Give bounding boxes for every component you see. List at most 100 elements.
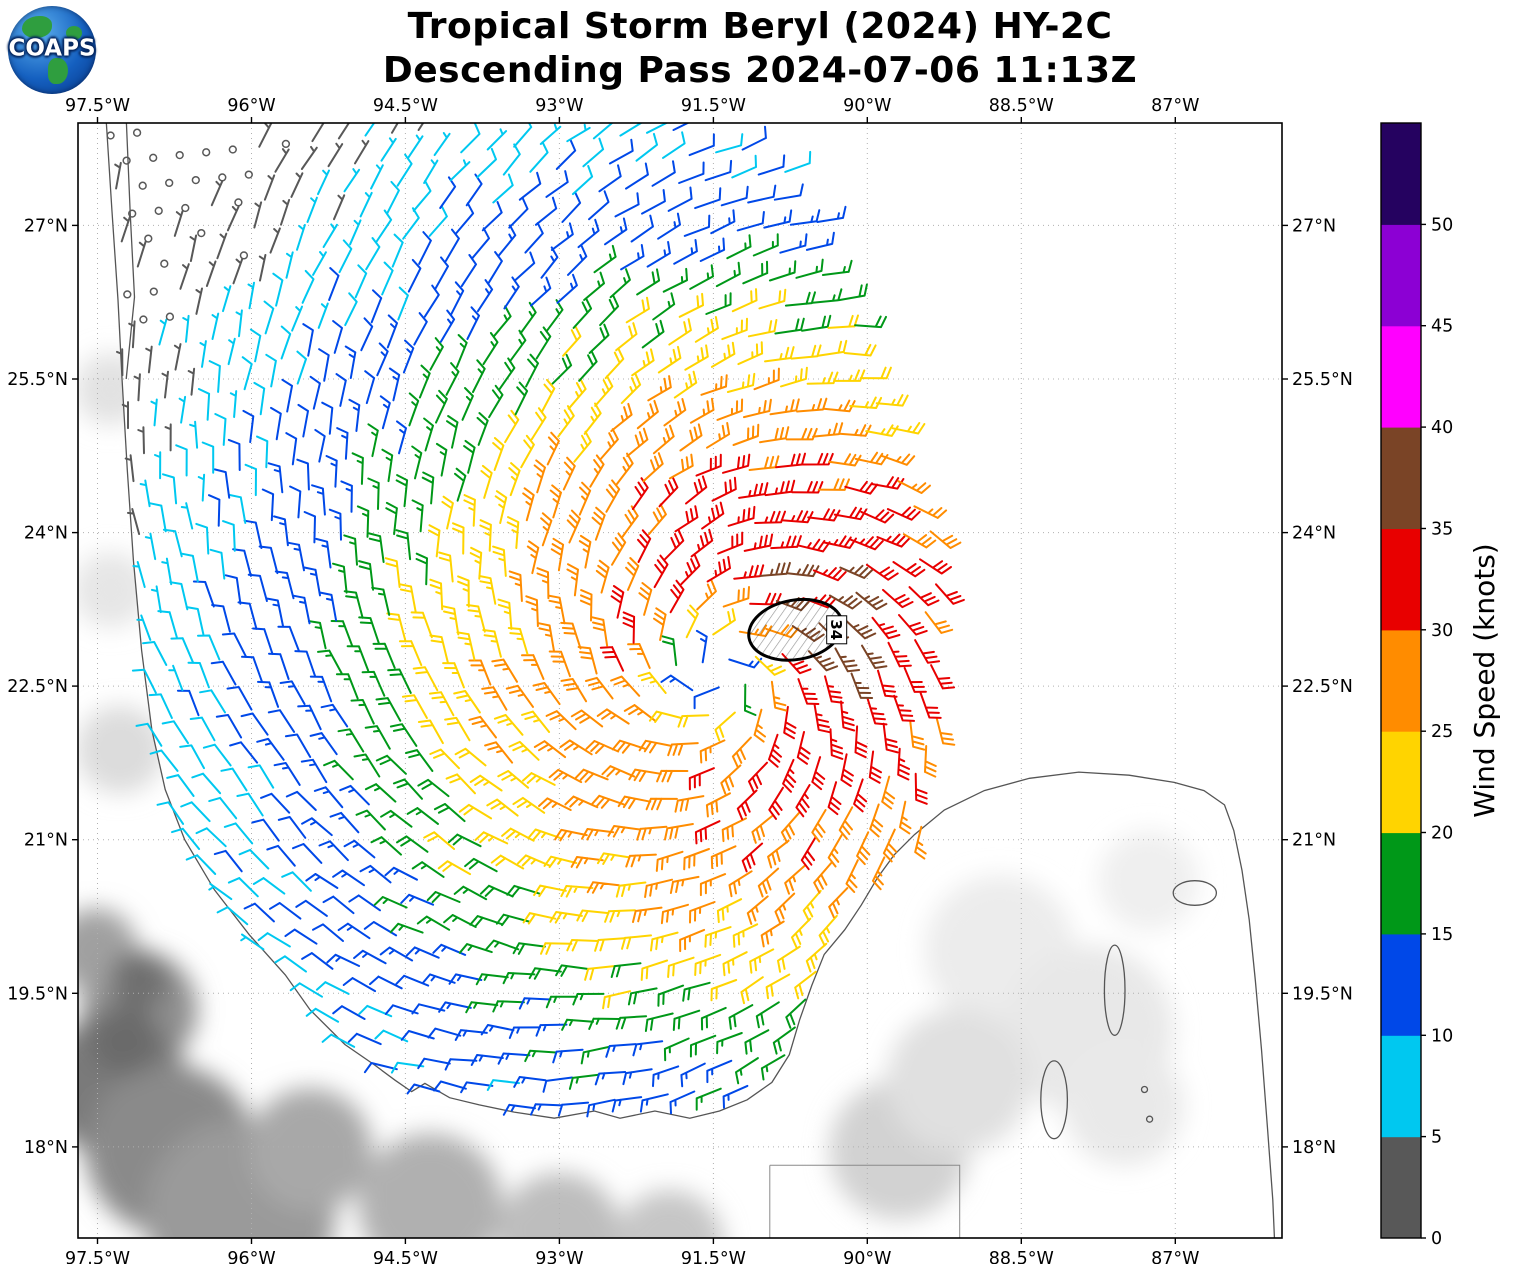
wind-barb <box>560 621 582 650</box>
wind-barb <box>591 506 606 541</box>
wind-barb <box>208 360 221 393</box>
wind-barb <box>599 646 625 672</box>
wind-barb <box>740 976 764 1005</box>
wind-barb <box>478 575 497 605</box>
wind-barb <box>748 455 780 471</box>
wind-barb <box>552 1048 584 1064</box>
wind-barb <box>637 529 652 563</box>
wind-barb <box>227 337 236 366</box>
wind-barb <box>154 451 162 480</box>
wind-barb <box>727 505 756 527</box>
wind-barb <box>437 860 472 876</box>
wind-barb <box>185 854 217 875</box>
wind-barb <box>243 519 263 549</box>
wind-barb <box>721 817 747 843</box>
wind-barb <box>395 974 430 987</box>
wind-barb <box>728 657 763 669</box>
wind-barb <box>458 803 493 820</box>
wind-barb <box>285 432 298 466</box>
wind-barb <box>545 995 578 1009</box>
wind-barb <box>530 1103 563 1116</box>
wind-barb <box>453 885 488 901</box>
colorbar-tick-label: 15 <box>1431 925 1453 945</box>
wind-barb <box>652 292 676 321</box>
wind-barb <box>588 1017 621 1030</box>
wind-barb <box>935 583 965 605</box>
wind-barb <box>526 540 540 575</box>
wind-barb <box>689 397 715 424</box>
wind-barb <box>325 455 338 488</box>
calm-wind-circle <box>154 206 163 215</box>
wind-barb <box>726 372 756 393</box>
wind-barb <box>753 367 780 391</box>
wind-barb <box>533 740 567 759</box>
wind-barb <box>520 434 535 469</box>
wind-barb <box>728 870 753 898</box>
wind-barb <box>537 622 555 653</box>
wind-barb <box>516 854 551 867</box>
wind-barb <box>722 951 748 977</box>
wind-barb <box>244 463 257 497</box>
wind-barb <box>700 1006 727 1031</box>
wind-barb <box>796 538 831 553</box>
wind-barb <box>380 809 413 828</box>
wind-barb <box>610 675 641 697</box>
wind-barb <box>577 646 598 675</box>
wind-barb <box>738 482 769 499</box>
wind-barb <box>561 191 582 223</box>
wind-barb <box>227 438 241 471</box>
wind-barb <box>211 604 231 633</box>
wind-barb <box>472 359 486 393</box>
wind-barb <box>610 585 625 619</box>
calm-wind-circle <box>132 128 142 137</box>
wind-barb <box>527 828 562 841</box>
wind-barb <box>376 342 389 377</box>
wind-barb <box>300 145 318 170</box>
wind-barb <box>886 506 921 521</box>
wind-barb <box>720 185 749 207</box>
wind-barb <box>548 768 583 784</box>
wind-barb <box>317 649 343 675</box>
wind-barb <box>678 292 704 318</box>
colorbar-tick-label: 30 <box>1431 621 1453 641</box>
wind-barb <box>375 754 407 775</box>
wind-barb <box>168 664 184 692</box>
wind-barb <box>320 703 349 728</box>
wind-barb <box>192 580 215 608</box>
wind-barb <box>660 674 694 692</box>
x-tick-label-top: 97.5°W <box>65 96 130 116</box>
wind-barb <box>480 1024 515 1036</box>
wind-barb <box>346 645 370 672</box>
wind-barb <box>290 172 304 198</box>
wind-barb <box>535 1023 568 1037</box>
wind-barb <box>557 1101 590 1117</box>
wind-barb <box>369 975 403 990</box>
wind-barb <box>584 676 614 700</box>
wind-barb <box>296 350 307 385</box>
wind-barb <box>360 317 374 352</box>
wind-barb <box>663 1037 690 1062</box>
wind-barb <box>465 1001 499 1014</box>
wind-barb <box>448 973 483 985</box>
calm-wind-circle <box>138 181 147 190</box>
wind-barb <box>364 370 376 405</box>
wind-barb <box>550 222 574 251</box>
wind-barb <box>258 123 273 148</box>
wind-barb <box>869 803 884 838</box>
wind-barb <box>562 456 576 491</box>
wind-barb <box>674 505 699 533</box>
wind-barb <box>594 375 614 407</box>
calm-wind-circle <box>149 153 158 162</box>
wind-barb <box>615 452 634 485</box>
wind-barb <box>349 219 362 246</box>
wind-barb <box>821 259 853 276</box>
wind-barb <box>813 703 831 734</box>
wind-barb <box>340 480 353 513</box>
wind-barb <box>782 758 797 793</box>
wind-barb <box>176 689 200 717</box>
wind-barb <box>755 1001 780 1029</box>
wind-barb <box>924 611 954 634</box>
wind-barb <box>311 123 325 143</box>
wind-barb <box>769 398 800 416</box>
wind-barb <box>213 849 243 873</box>
